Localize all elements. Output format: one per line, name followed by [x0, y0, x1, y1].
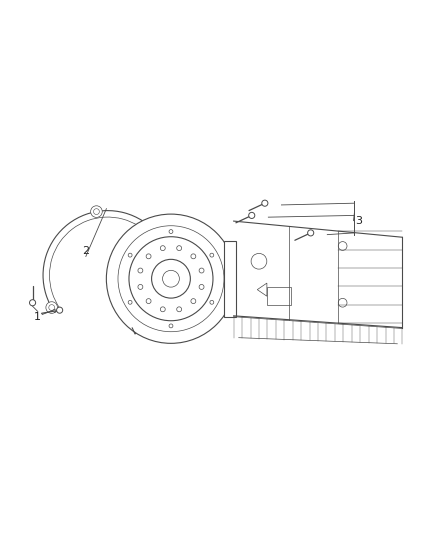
Circle shape	[146, 254, 151, 259]
Circle shape	[146, 298, 151, 304]
Text: 2: 2	[82, 246, 89, 256]
Circle shape	[128, 253, 132, 257]
FancyBboxPatch shape	[267, 287, 291, 305]
Circle shape	[177, 307, 182, 312]
Polygon shape	[257, 283, 267, 296]
Circle shape	[262, 200, 268, 206]
Circle shape	[46, 302, 57, 313]
Circle shape	[338, 241, 347, 251]
Circle shape	[118, 226, 224, 332]
Circle shape	[169, 324, 173, 328]
Circle shape	[169, 230, 173, 233]
Circle shape	[91, 206, 102, 217]
Circle shape	[177, 246, 182, 251]
Circle shape	[191, 298, 196, 304]
Circle shape	[307, 230, 314, 236]
Circle shape	[199, 268, 204, 273]
Circle shape	[251, 253, 267, 269]
Circle shape	[128, 301, 132, 304]
Text: 3: 3	[355, 216, 362, 225]
Circle shape	[210, 253, 214, 257]
Ellipse shape	[138, 317, 148, 335]
Text: 1: 1	[34, 312, 41, 322]
Bar	[224, 240, 236, 317]
Circle shape	[138, 285, 143, 289]
Circle shape	[210, 301, 214, 304]
Circle shape	[49, 305, 55, 310]
Circle shape	[94, 209, 99, 214]
Circle shape	[129, 237, 213, 321]
Circle shape	[57, 307, 63, 313]
Circle shape	[139, 322, 151, 334]
Circle shape	[160, 307, 165, 312]
Circle shape	[191, 254, 196, 259]
Circle shape	[249, 212, 255, 219]
Circle shape	[162, 270, 180, 287]
Circle shape	[106, 214, 236, 343]
Circle shape	[338, 298, 347, 307]
Circle shape	[142, 325, 148, 331]
Circle shape	[138, 268, 143, 273]
Circle shape	[29, 300, 35, 306]
Circle shape	[199, 285, 204, 289]
Circle shape	[152, 260, 191, 298]
Circle shape	[160, 246, 165, 251]
